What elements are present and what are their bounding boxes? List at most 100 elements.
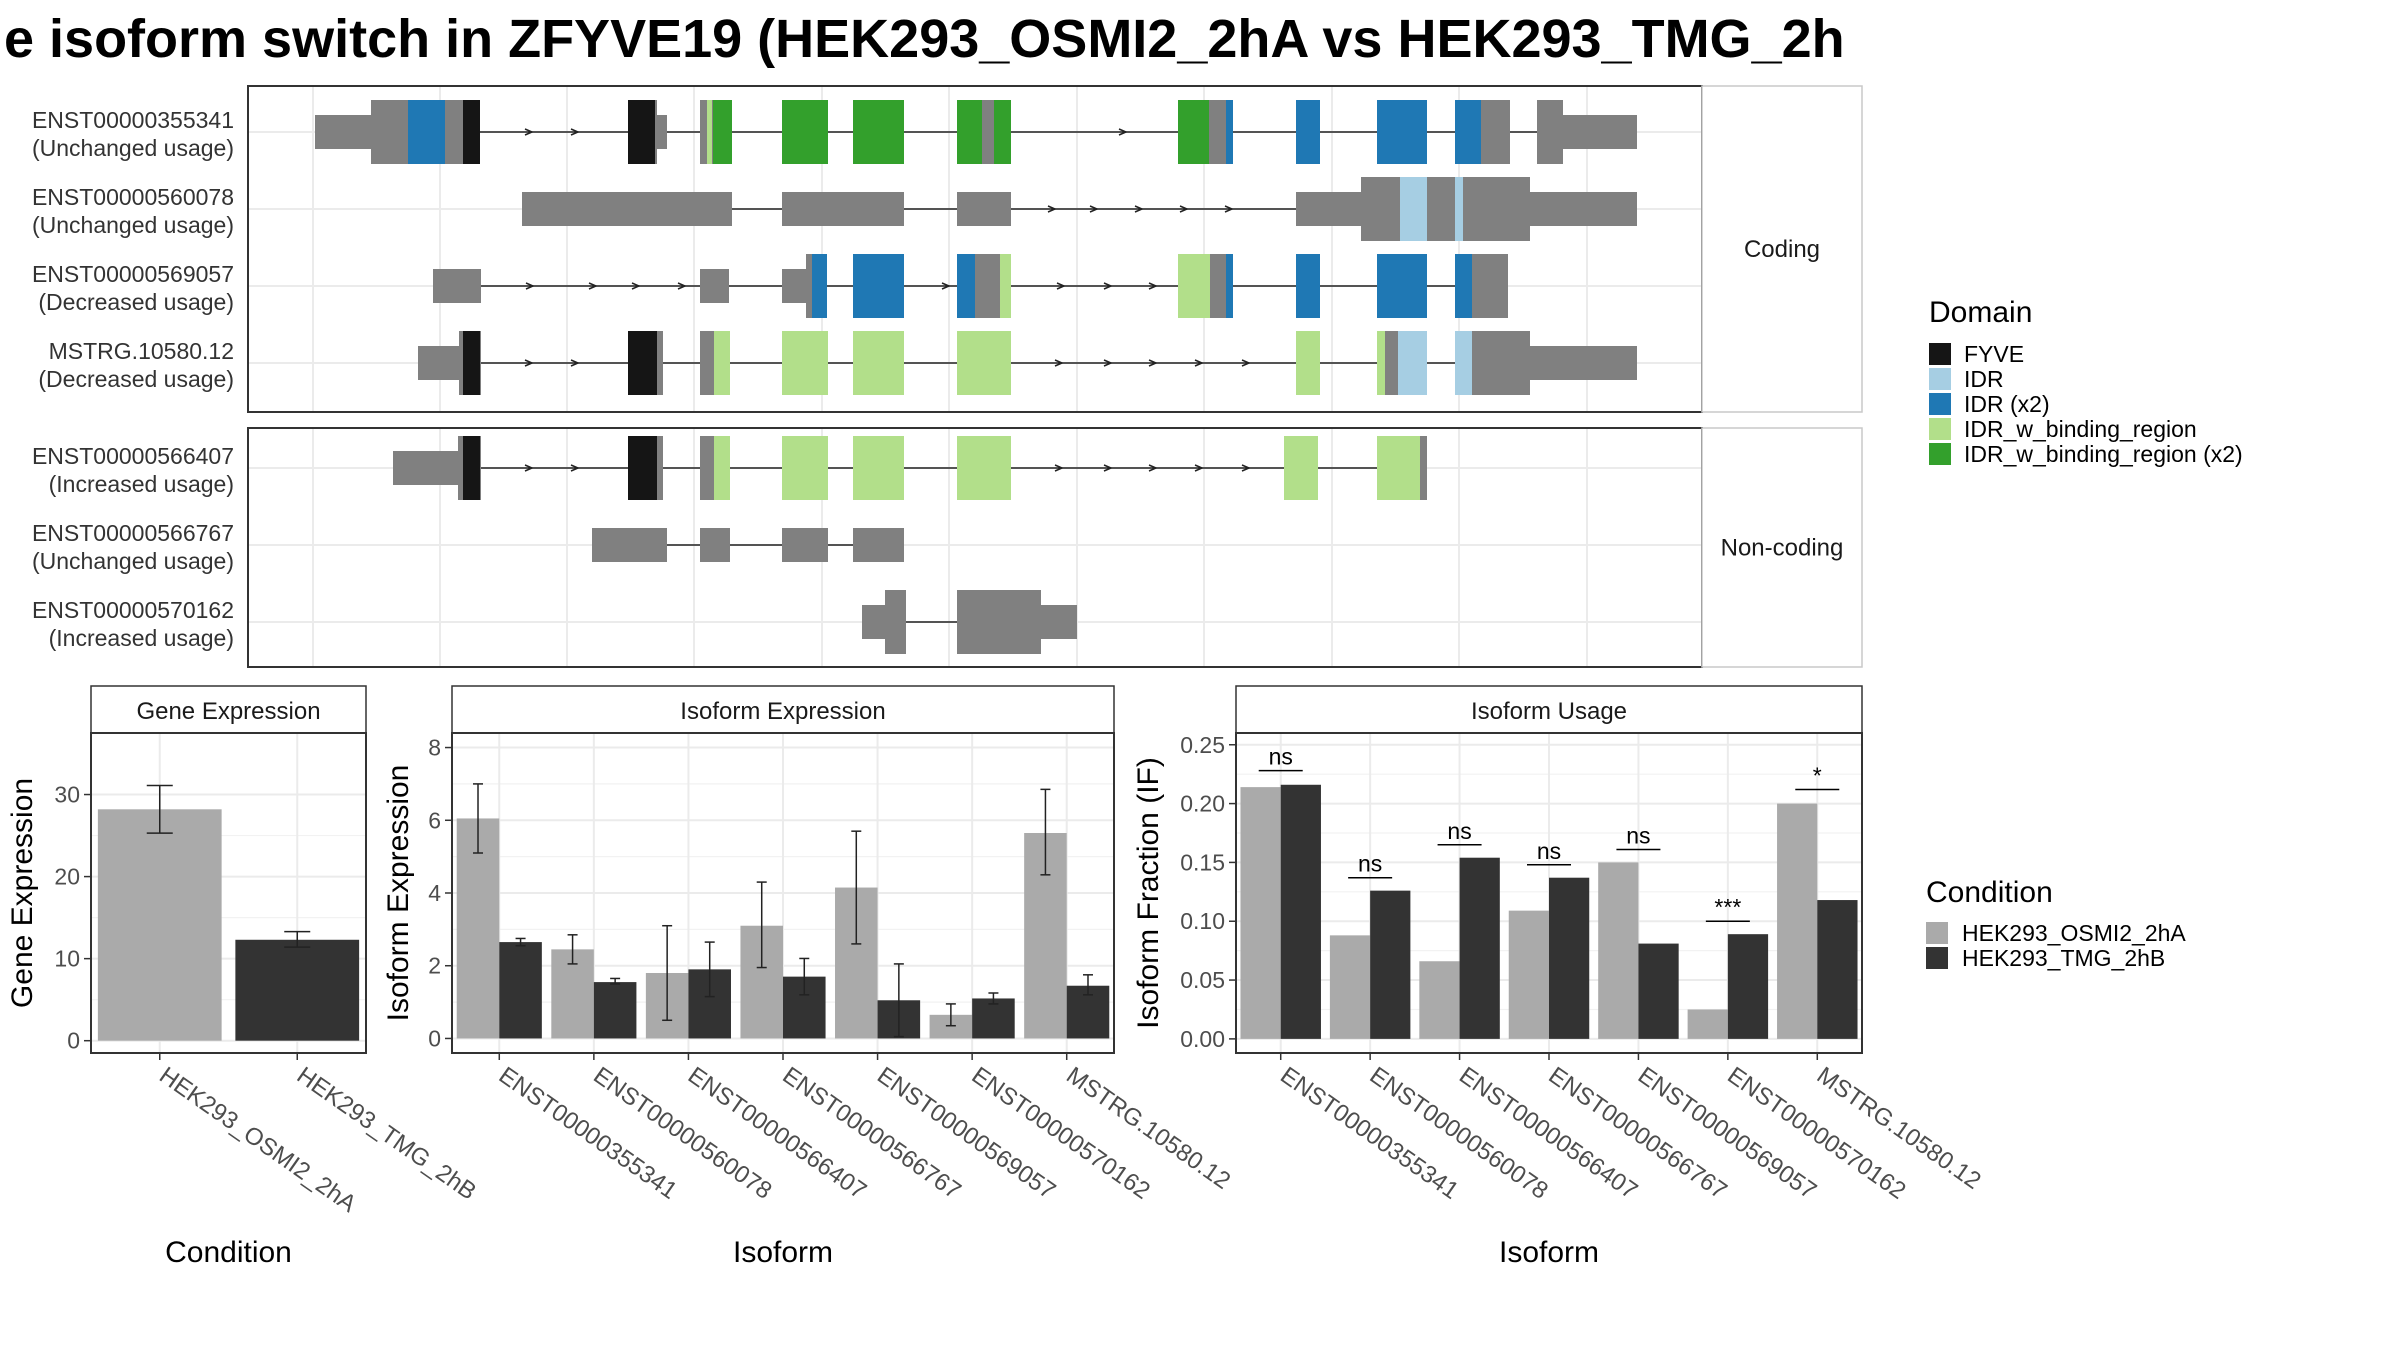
bar-hek293_osmi2_2ha bbox=[929, 1014, 973, 1039]
y-tick-label: 8 bbox=[428, 735, 441, 761]
significance-label: ns bbox=[1537, 838, 1561, 864]
strand-arrow bbox=[1241, 359, 1251, 367]
exon bbox=[782, 192, 904, 226]
expression-panels: Gene Expression0102030HEK293_OSMI2_2hAHE… bbox=[6, 685, 1986, 1269]
strand-arrow bbox=[1241, 464, 1251, 472]
x-axis-title: Isoform bbox=[1499, 1236, 1599, 1269]
bar-hek293_tmg_2hb bbox=[1370, 890, 1411, 1039]
facet-strip-label: Coding bbox=[1744, 236, 1820, 263]
significance-label: ns bbox=[1358, 851, 1382, 877]
x-axis-title: Isoform bbox=[733, 1236, 833, 1269]
bar-hek293_osmi2_2ha bbox=[97, 809, 222, 1041]
bar-hek293_tmg_2hb bbox=[1549, 877, 1590, 1039]
significance-label: ns bbox=[1269, 744, 1293, 770]
legend-title: Condition bbox=[1926, 876, 2053, 909]
domain-region bbox=[1455, 100, 1481, 164]
exon bbox=[700, 528, 730, 562]
isoform-label-usage: (Unchanged usage) bbox=[32, 212, 234, 238]
domain-region bbox=[1296, 100, 1320, 164]
y-tick-label: 0 bbox=[67, 1028, 80, 1054]
isoform-track bbox=[418, 331, 1637, 395]
strand-arrow bbox=[1103, 282, 1113, 290]
domain-region bbox=[957, 254, 975, 318]
domain-region bbox=[1455, 254, 1472, 318]
significance-label: ns bbox=[1447, 818, 1471, 844]
exon bbox=[393, 451, 458, 485]
plot-title: e isoform switch in ZFYVE19 (HEK293_OSMI… bbox=[4, 9, 1845, 69]
domain-region bbox=[1377, 331, 1385, 395]
domain-region bbox=[1178, 100, 1209, 164]
y-tick-label: 10 bbox=[54, 946, 80, 972]
strand-arrow bbox=[1089, 205, 1099, 213]
isoform-track bbox=[315, 100, 1637, 164]
bar-hek293_osmi2_2ha bbox=[1508, 910, 1549, 1039]
bar-hek293_tmg_2hb bbox=[972, 998, 1015, 1039]
legend-key bbox=[1929, 368, 1951, 390]
domain-region bbox=[782, 100, 828, 164]
strand-arrow bbox=[570, 464, 580, 472]
isoform-label-usage: (Decreased usage) bbox=[38, 366, 234, 392]
bar-hek293_osmi2_2ha bbox=[1687, 1009, 1728, 1039]
facet-non-coding: Non-coding bbox=[247, 427, 1863, 668]
exon bbox=[433, 269, 481, 303]
panel-strip-label: Isoform Expression bbox=[680, 698, 885, 725]
domain-region bbox=[463, 436, 480, 500]
strand-arrow bbox=[588, 282, 598, 290]
exon bbox=[957, 192, 1011, 226]
bar-hek293_tmg_2hb bbox=[235, 939, 360, 1041]
domain-region bbox=[957, 100, 982, 164]
y-tick-label: 0.10 bbox=[1180, 908, 1225, 934]
domain-region bbox=[408, 100, 445, 164]
facet-strip-label: Non-coding bbox=[1721, 535, 1844, 562]
domain-region bbox=[853, 331, 904, 395]
chart-panel-isoform-expression: Isoform Expression02468ENST00000355341EN… bbox=[382, 685, 1235, 1269]
exon bbox=[957, 590, 1041, 654]
strand-arrow bbox=[1054, 359, 1064, 367]
bar-hek293_osmi2_2ha bbox=[456, 818, 500, 1039]
significance-label: ns bbox=[1626, 822, 1650, 848]
plot-area-border bbox=[90, 732, 367, 1054]
exon bbox=[782, 528, 828, 562]
exon bbox=[371, 100, 405, 164]
legend-key bbox=[1929, 418, 1951, 440]
domain-region bbox=[853, 100, 904, 164]
exon bbox=[862, 605, 885, 639]
domain-region bbox=[463, 331, 480, 395]
strand-arrow bbox=[524, 128, 534, 136]
domain-region bbox=[1000, 254, 1011, 318]
facet-strip bbox=[1701, 85, 1863, 413]
domain-region bbox=[1226, 100, 1233, 164]
domain-region bbox=[628, 331, 657, 395]
y-axis-title: Gene Expression bbox=[6, 778, 39, 1008]
y-axis-title: Isoform Fraction (IF) bbox=[1132, 757, 1165, 1029]
exon bbox=[1427, 177, 1455, 241]
bar-hek293_tmg_2hb bbox=[593, 982, 637, 1039]
y-tick-label: 4 bbox=[428, 880, 441, 906]
panel-strip-label: Isoform Usage bbox=[1471, 698, 1627, 725]
legend-label: IDR_w_binding_region (x2) bbox=[1964, 441, 2243, 467]
isoform-label-name: ENST00000570162 bbox=[32, 597, 234, 623]
bar-hek293_tmg_2hb bbox=[1638, 943, 1679, 1039]
domain-region bbox=[1455, 331, 1472, 395]
legend-key bbox=[1929, 343, 1951, 365]
strand-arrow bbox=[631, 282, 641, 290]
strand-arrow bbox=[1224, 205, 1234, 213]
domain-region bbox=[1398, 331, 1427, 395]
domain-region bbox=[628, 100, 655, 164]
strand-arrow bbox=[1194, 359, 1204, 367]
strand-arrow bbox=[1103, 464, 1113, 472]
bar-hek293_tmg_2hb bbox=[1727, 934, 1769, 1039]
legend-label: IDR (x2) bbox=[1964, 391, 2050, 417]
strand-arrow bbox=[1134, 205, 1144, 213]
strand-arrow bbox=[1148, 359, 1158, 367]
domain-region bbox=[994, 100, 1011, 164]
bar-hek293_tmg_2hb bbox=[499, 942, 542, 1039]
domain-region bbox=[1377, 436, 1420, 500]
bar-hek293_osmi2_2ha bbox=[1777, 803, 1818, 1039]
legend-label: FYVE bbox=[1964, 341, 2024, 367]
isoform-label-usage: (Decreased usage) bbox=[38, 289, 234, 315]
